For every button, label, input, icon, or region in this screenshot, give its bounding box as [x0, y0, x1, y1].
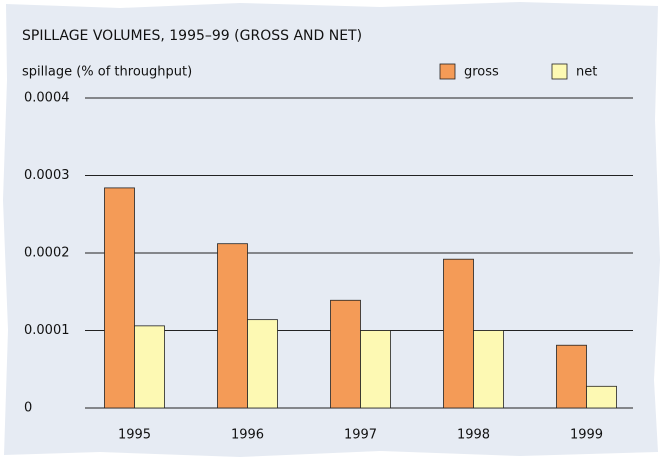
bar: [443, 258, 474, 409]
y-tick-label: 0.0004: [24, 91, 70, 106]
bar: [330, 299, 361, 409]
x-tick-label: 1998: [457, 428, 490, 443]
legend-label: gross: [464, 65, 499, 80]
y-tick-label: 0.0002: [24, 246, 70, 261]
y-tick-label: 0.0003: [24, 168, 70, 183]
bar: [556, 344, 587, 409]
bar: [586, 385, 617, 409]
bar: [217, 243, 248, 409]
bar: [360, 330, 391, 409]
bar: [247, 319, 278, 409]
bar: [473, 330, 504, 409]
chart-title: SPILLAGE VOLUMES, 1995–99 (GROSS AND NET…: [22, 28, 362, 44]
legend-swatch: [551, 63, 568, 80]
x-tick-label: 1995: [118, 428, 151, 443]
x-tick-label: 1997: [344, 428, 377, 443]
x-tick-label: 1999: [570, 428, 603, 443]
y-tick-label: 0: [24, 401, 32, 416]
y-tick-label: 0.0001: [24, 323, 70, 338]
legend-label: net: [576, 65, 597, 80]
y-axis-label: spillage (% of throughput): [22, 65, 192, 80]
bar: [104, 187, 135, 409]
bar: [134, 325, 165, 409]
x-tick-label: 1996: [231, 428, 264, 443]
legend-swatch: [439, 63, 456, 80]
